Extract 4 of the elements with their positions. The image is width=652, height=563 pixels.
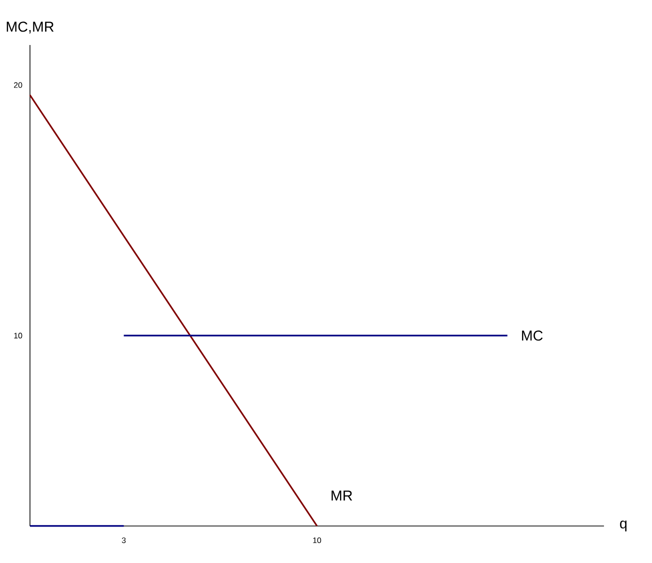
series-label: MC xyxy=(522,330,543,341)
y-axis-title: MC,MR xyxy=(6,22,54,34)
x-axis-title: q xyxy=(620,520,627,532)
series-label: MR xyxy=(332,490,352,501)
